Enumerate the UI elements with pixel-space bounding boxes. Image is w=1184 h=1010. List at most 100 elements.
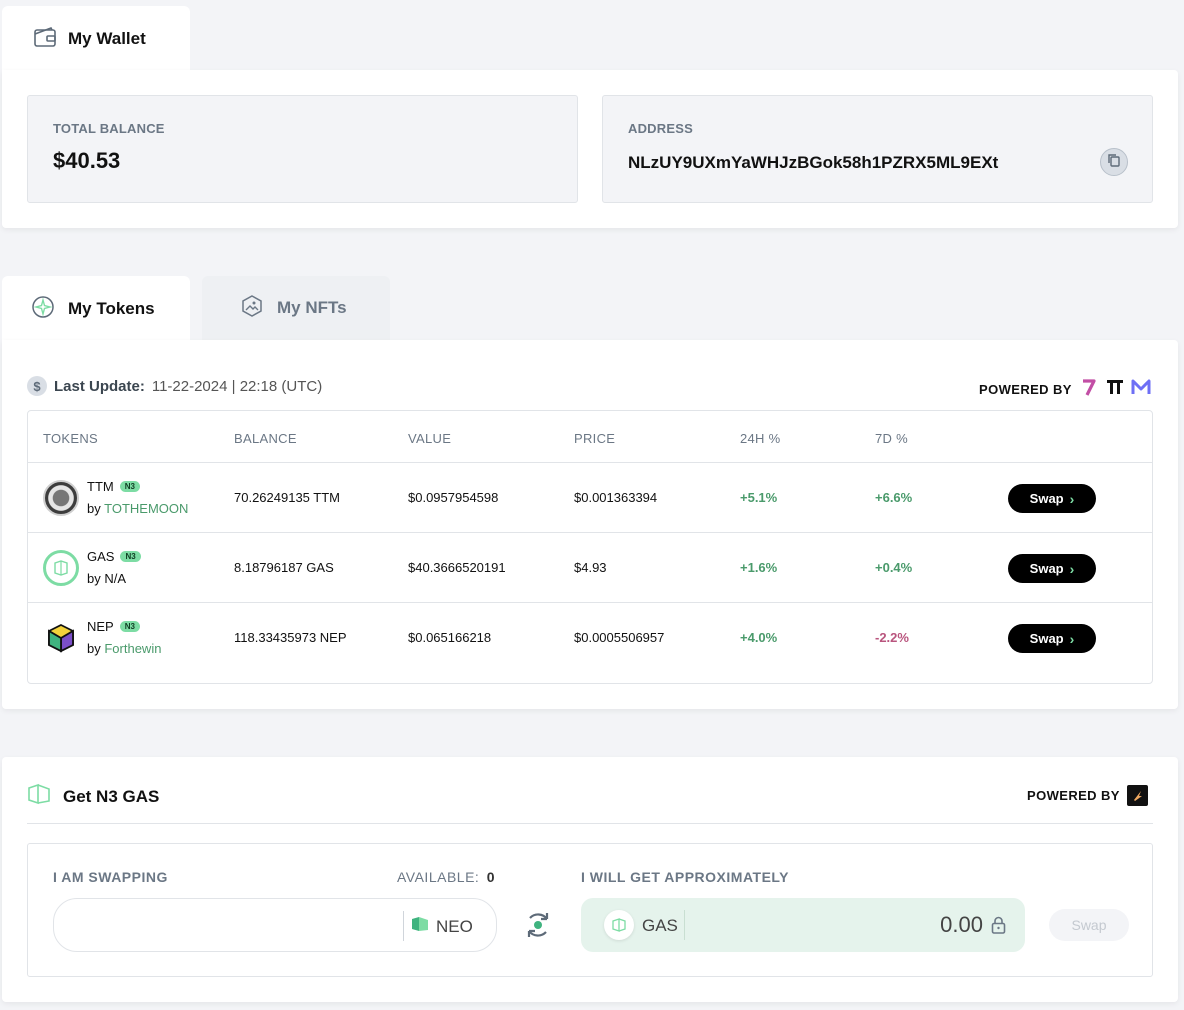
gas-icon	[27, 782, 51, 811]
token-symbol: TTM	[87, 479, 114, 494]
change-24h: +5.1%	[740, 490, 778, 505]
swap-submit-label: Swap	[1071, 917, 1107, 933]
tokens-icon	[31, 295, 55, 324]
available: AVAILABLE: 0	[397, 869, 495, 885]
token-value: $0.065166218	[408, 630, 492, 645]
lock-icon	[991, 916, 1006, 939]
gas-token-icon	[43, 550, 79, 586]
table-row: TTM N3 by TOTHEMOON 70.26249135 TTM $0.09…	[28, 462, 1152, 532]
tab-label: My NFTs	[277, 298, 347, 317]
column-header: BALANCE	[234, 431, 297, 446]
provider-logo-icon	[1126, 785, 1148, 806]
token-issuer-link[interactable]: Forthewin	[104, 641, 162, 656]
tab-label: My Tokens	[68, 299, 155, 318]
token-price: $0.001363394	[574, 490, 658, 505]
get-gas-header: Get N3 GAS	[27, 782, 159, 811]
token-issuer-link[interactable]: TOTHEMOON	[104, 501, 189, 516]
tab-label: My Wallet	[68, 29, 146, 48]
network-badge: N3	[119, 481, 140, 492]
column-header: 7D %	[875, 431, 908, 446]
output-divider	[684, 910, 685, 940]
powered-by: POWERED BY	[1027, 785, 1148, 806]
nep-token-icon	[43, 620, 79, 656]
tokens-table: TOKENS BALANCE VALUE PRICE 24H % 7D % TT…	[27, 410, 1153, 684]
total-balance-box: TOTAL BALANCE $40.53	[27, 95, 578, 203]
change-7d: -2.2%	[875, 630, 909, 645]
network-badge: N3	[119, 621, 140, 632]
wallet-icon	[33, 26, 57, 53]
chevron-right-icon: ›	[1069, 490, 1075, 507]
wallet-card: TOTAL BALANCE $40.53 ADDRESS NLzUY9UXmYa…	[2, 70, 1178, 228]
refresh-swap-icon[interactable]	[523, 908, 553, 947]
address-box: ADDRESS NLzUY9UXmYaWHJzBGok58h1PZRX5ML9E…	[602, 95, 1153, 203]
tab-my-wallet[interactable]: My Wallet	[2, 6, 190, 72]
change-7d: +6.6%	[875, 490, 913, 505]
by-prefix: by	[87, 501, 101, 516]
swap-form: I AM SWAPPING AVAILABLE: 0 I WILL GET AP…	[27, 843, 1153, 977]
neo-icon	[411, 915, 429, 938]
swap-label: Swap	[1029, 491, 1064, 506]
get-gas-title: Get N3 GAS	[63, 786, 160, 806]
table-row: GAS N3 by N/A 8.18796187 GAS $40.36665201…	[28, 532, 1152, 602]
swap-submit-button[interactable]: Swap	[1049, 909, 1129, 941]
from-token-label: NEO	[436, 916, 473, 936]
get-gas-card: Get N3 GAS POWERED BY I AM SWAPPING AVAI…	[2, 757, 1178, 1002]
provider-logo-icon	[1131, 378, 1151, 401]
gas-icon	[604, 910, 634, 940]
total-balance-label: TOTAL BALANCE	[53, 121, 165, 136]
token-price: $0.0005506957	[574, 630, 665, 645]
swap-button[interactable]: Swap ›	[1008, 484, 1096, 513]
chevron-right-icon: ›	[1069, 560, 1075, 577]
token-symbol: NEP	[87, 619, 114, 634]
result-amount: 0.00	[940, 912, 983, 937]
change-7d: +0.4%	[875, 560, 913, 575]
swap-button[interactable]: Swap ›	[1008, 554, 1096, 583]
last-update: $ Last Update: 11-22-2024 | 22:18 (UTC)	[27, 376, 322, 396]
token-issuer: N/A	[104, 571, 127, 586]
column-header: VALUE	[408, 431, 452, 446]
chevron-right-icon: ›	[1069, 630, 1075, 647]
swap-amount-input[interactable]: NEO	[53, 898, 497, 952]
tab-my-tokens[interactable]: My Tokens	[2, 276, 190, 342]
change-24h: +4.0%	[740, 630, 778, 645]
token-balance: 118.33435973 NEP	[234, 630, 347, 645]
last-update-value: 11-22-2024 | 22:18 (UTC)	[151, 377, 323, 395]
available-label: AVAILABLE:	[397, 869, 480, 885]
powered-by: POWERED BY	[979, 377, 1151, 402]
to-token-label: GAS	[642, 916, 678, 935]
column-header: PRICE	[574, 431, 616, 446]
token-value: $0.0957954598	[408, 490, 499, 505]
token-balance: 70.26249135 TTM	[234, 490, 340, 505]
powered-by-label: POWERED BY	[979, 382, 1072, 397]
provider-logo-icon	[1106, 378, 1124, 401]
by-prefix: by	[87, 641, 101, 656]
last-update-label: Last Update:	[54, 377, 145, 395]
by-prefix: by	[87, 571, 101, 586]
table-row: NEP N3 by Forthewin 118.33435973 NEP $0.0…	[28, 602, 1152, 672]
swap-label: Swap	[1029, 631, 1064, 646]
total-balance-value: $40.53	[53, 148, 121, 173]
tokens-card: $ Last Update: 11-22-2024 | 22:18 (UTC) …	[2, 340, 1178, 709]
copy-address-button[interactable]	[1100, 148, 1128, 176]
column-header: TOKENS	[43, 431, 99, 446]
swapping-label: I AM SWAPPING	[53, 869, 168, 885]
dollar-icon: $	[27, 376, 47, 396]
column-header: 24H %	[740, 431, 781, 446]
available-value: 0	[486, 869, 495, 885]
token-balance: 8.18796187 GAS	[234, 560, 334, 575]
input-divider	[403, 911, 404, 941]
token-symbol: GAS	[87, 549, 115, 564]
get-label: I WILL GET APPROXIMATELY	[581, 869, 790, 885]
swap-label: Swap	[1029, 561, 1064, 576]
divider	[27, 823, 1153, 824]
network-badge: N3	[120, 551, 141, 562]
ttm-token-icon	[43, 480, 79, 516]
swap-button[interactable]: Swap ›	[1008, 624, 1096, 653]
from-token-select[interactable]: NEO	[411, 915, 473, 938]
copy-icon	[1107, 153, 1121, 172]
token-price: $4.93	[574, 560, 607, 575]
address-value: NLzUY9UXmYaWHJzBGok58h1PZRX5ML9EXt	[628, 153, 999, 172]
change-24h: +1.6%	[740, 560, 778, 575]
tab-my-nfts[interactable]: My NFTs	[202, 276, 390, 340]
swap-result-field: GAS 0.00	[581, 898, 1025, 952]
